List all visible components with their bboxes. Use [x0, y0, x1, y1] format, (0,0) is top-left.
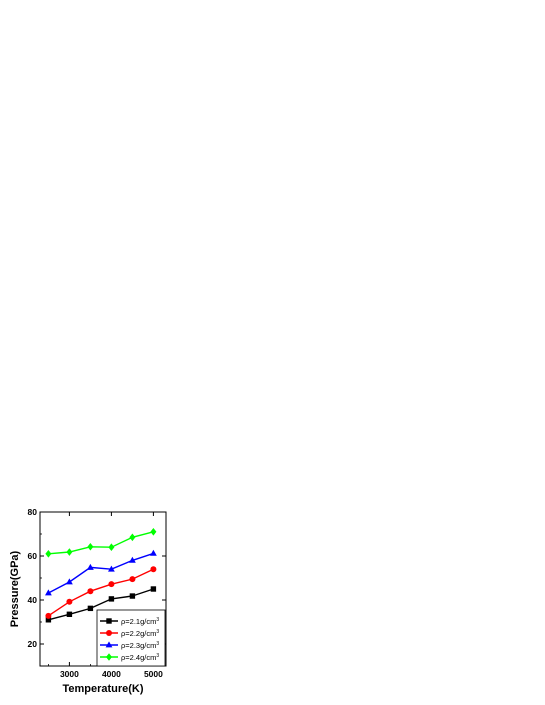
marker-diamond — [106, 653, 112, 661]
marker-triangle — [45, 589, 52, 596]
series-line — [48, 588, 154, 621]
legend-label: ρ=2.3g/cm3 — [121, 641, 159, 650]
series-square — [45, 586, 157, 623]
marker-square — [106, 618, 112, 624]
legend-label-superscript: 3 — [156, 617, 159, 623]
marker-diamond — [45, 550, 52, 558]
x-tick-label: 3000 — [60, 669, 79, 679]
legend-label-text: ρ=2.1g/cm — [121, 617, 156, 626]
marker-square — [87, 605, 94, 612]
legend-label-superscript: 3 — [156, 641, 159, 647]
marker-circle — [87, 588, 94, 595]
marker-triangle — [87, 563, 94, 570]
marker-triangle — [66, 578, 73, 585]
marker-circle — [129, 576, 136, 583]
y-tick-label: 60 — [28, 551, 38, 561]
marker-square — [45, 617, 52, 623]
y-tick-label: 20 — [28, 639, 38, 649]
marker-circle — [45, 612, 52, 619]
y-tick-label: 80 — [28, 507, 38, 517]
marker-diamond — [87, 542, 94, 551]
series-triangle — [45, 549, 157, 596]
y-axis-ticks: 20 40 60 80 — [28, 507, 166, 649]
legend-label-text: ρ=2.4g/cm — [121, 653, 156, 662]
series-line — [48, 552, 154, 594]
series-diamond — [45, 528, 157, 558]
marker-square — [129, 593, 136, 599]
legend-label: ρ=2.4g/cm3 — [121, 653, 159, 662]
marker-square — [66, 611, 73, 617]
marker-triangle — [108, 565, 115, 572]
x-tick-label: 4000 — [102, 669, 121, 679]
series-circle — [45, 566, 157, 619]
legend-label: ρ=2.1g/cm3 — [121, 617, 159, 626]
legend-label-text: ρ=2.2g/cm — [121, 629, 156, 638]
series-layer — [45, 528, 157, 623]
x-tick-label: 5000 — [144, 669, 163, 679]
legend-item: ρ=2.2g/cm3 — [100, 629, 159, 638]
legend-label: ρ=2.2g/cm3 — [121, 629, 159, 638]
marker-triangle — [105, 641, 113, 648]
legend-label-text: ρ=2.3g/cm — [121, 641, 156, 650]
series-line — [48, 568, 154, 617]
marker-diamond — [129, 533, 136, 542]
marker-circle — [66, 598, 73, 605]
legend-item: ρ=2.1g/cm3 — [100, 617, 159, 626]
series-line — [48, 531, 154, 555]
marker-square — [108, 596, 115, 602]
marker-circle — [150, 566, 157, 573]
marker-diamond — [108, 543, 115, 551]
legend-item: ρ=2.3g/cm3 — [100, 641, 159, 650]
y-axis-title: Pressure(GPa) — [9, 550, 21, 627]
marker-diamond — [66, 548, 73, 556]
legend-item: ρ=2.4g/cm3 — [100, 653, 159, 662]
x-axis-title: Temperature(K) — [62, 683, 143, 695]
marker-square — [150, 586, 157, 592]
marker-triangle — [129, 556, 136, 563]
marker-diamond — [150, 528, 157, 536]
legend-label-superscript: 3 — [156, 653, 159, 659]
y-tick-label: 40 — [28, 595, 38, 605]
marker-circle — [108, 581, 115, 588]
legend-label-superscript: 3 — [156, 629, 159, 635]
marker-triangle — [150, 549, 157, 556]
marker-circle — [106, 630, 112, 636]
